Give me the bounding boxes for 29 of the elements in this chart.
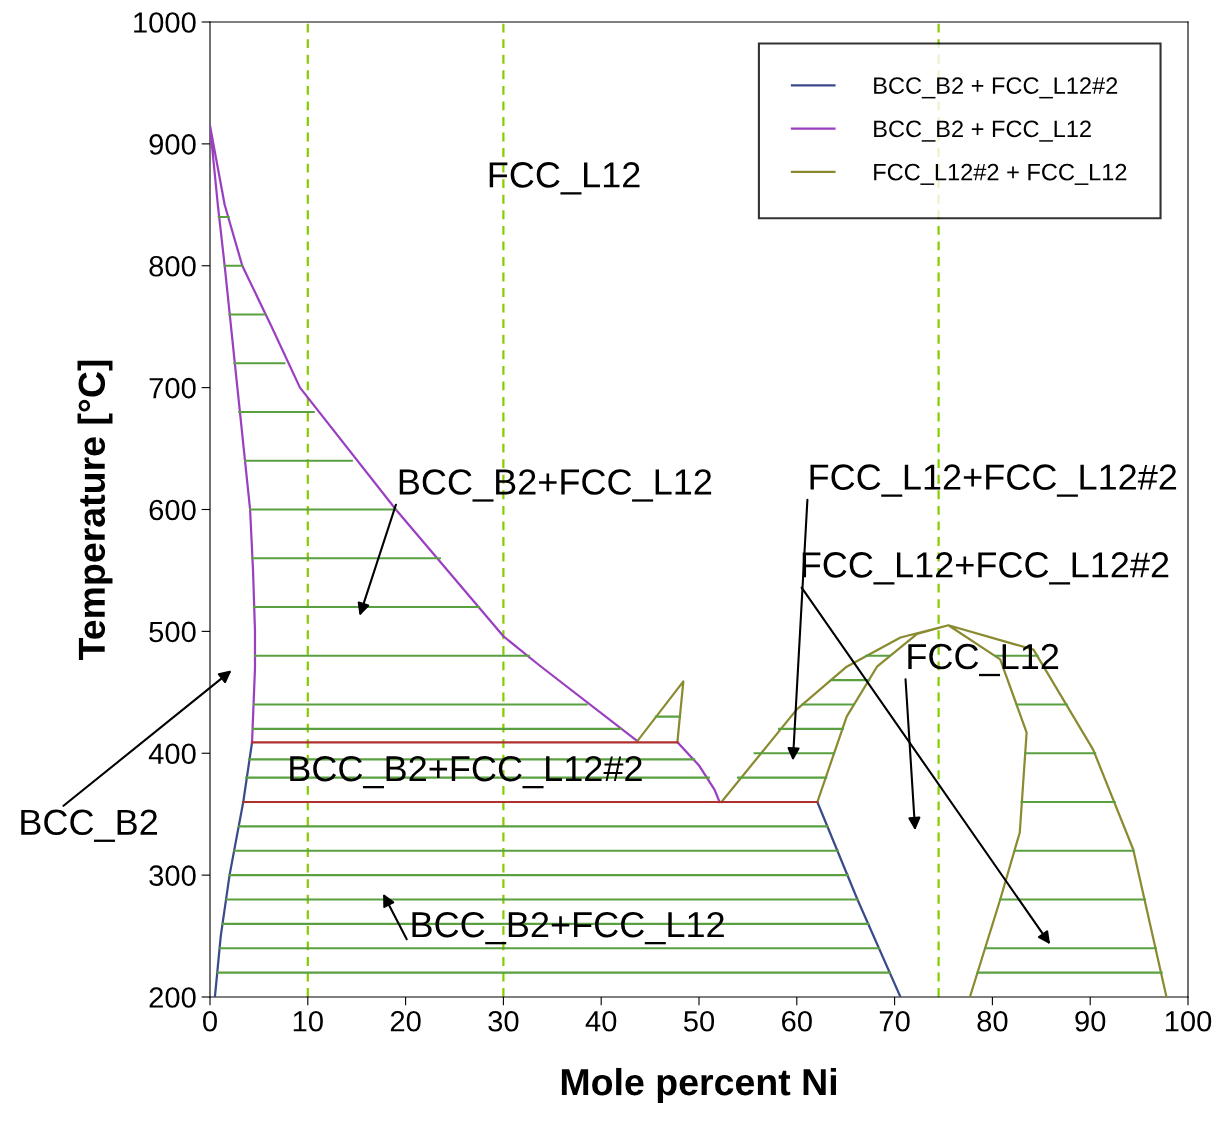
- y-tick-label: 800: [149, 255, 196, 277]
- x-tick-label: 70: [879, 1010, 910, 1032]
- y-tick-label: 1000: [134, 12, 196, 33]
- y-tick-label: 700: [149, 377, 196, 399]
- x-tick-label: 0: [203, 1010, 217, 1032]
- y-tick-label: 300: [149, 865, 196, 886]
- x-tick-label: 80: [977, 1010, 1008, 1032]
- text: BCC_B2: [21, 809, 157, 842]
- x-tick-label: 20: [390, 1010, 421, 1032]
- y-tick-label: 500: [149, 621, 196, 643]
- x-axis-title: Mole percent Ni: [561, 1067, 836, 1103]
- x-tick-label: 100: [1165, 1010, 1212, 1032]
- x-tick-label: 60: [782, 1010, 812, 1032]
- x-tick-label: 30: [488, 1010, 519, 1032]
- legend-label: FCC_L12#2 + FCC_L12: [874, 163, 1127, 185]
- y-tick-label: 400: [148, 743, 196, 765]
- y-tick-label: 200: [149, 987, 196, 1008]
- x-tick-label: 50: [683, 1010, 715, 1032]
- x-tick-label: 90: [1075, 1010, 1106, 1032]
- y-tick-label: 900: [149, 134, 196, 155]
- legend-label: BCC_B2 + FCC_L12#2: [874, 77, 1118, 99]
- x-tick-label: 40: [585, 1010, 617, 1032]
- y-tick-label: 600: [149, 499, 196, 521]
- annotation: BCC_B2+FCC_L12: [399, 469, 712, 502]
- x-tick-label: 10: [293, 1010, 323, 1032]
- legend-label: BCC_B2 + FCC_L12: [874, 120, 1091, 142]
- y-axis-title: Temperature [°C]: [77, 360, 113, 660]
- annotation: FCC_L12+FCC_L12#2: [810, 464, 1177, 497]
- annotation: FCC_L12: [489, 162, 640, 195]
